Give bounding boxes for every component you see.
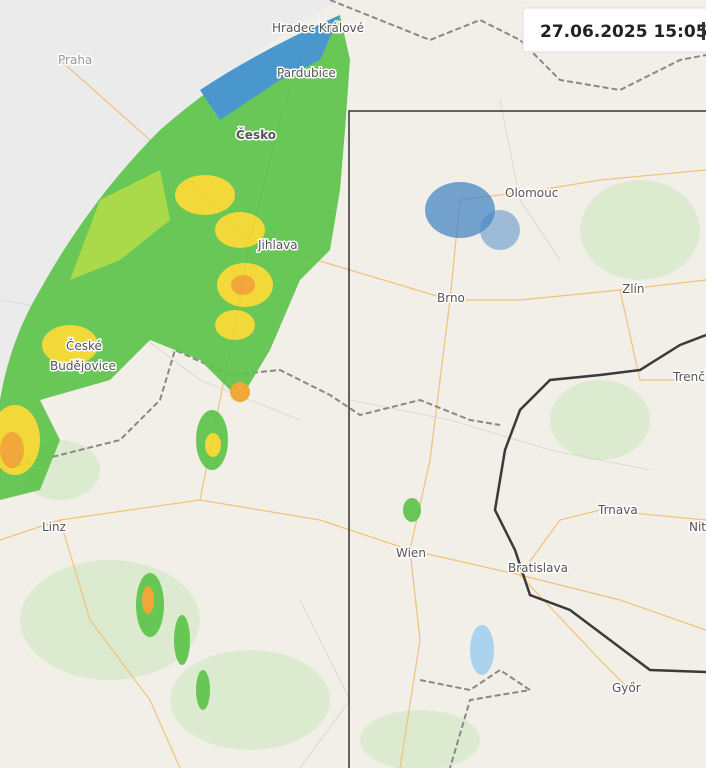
place-label: Wien	[396, 546, 426, 560]
place-label: Linz	[42, 520, 66, 534]
place-label: Budějovice	[50, 359, 116, 373]
place-labels: Hradec Králové Praha Pardubice Česko Olo…	[41, 20, 706, 697]
place-label: Zlín	[622, 282, 645, 296]
place-label: Pardubice	[277, 66, 336, 80]
place-label: Győr	[612, 681, 641, 695]
place-label: Brno	[437, 291, 465, 305]
place-label: Česko	[236, 127, 276, 142]
place-label: Trenč	[672, 370, 705, 384]
place-label: České	[66, 338, 102, 353]
radar-frame	[348, 110, 706, 768]
timestamp: 27.06.2025 15:05	[540, 22, 706, 42]
control-edge	[702, 22, 705, 40]
place-label: Nit	[689, 520, 706, 534]
place-label: Bratislava	[508, 561, 568, 575]
timestamp-box	[522, 7, 706, 53]
place-label: Jihlava	[257, 238, 298, 252]
place-label: Praha	[58, 53, 92, 67]
place-label: Hradec Králové	[272, 21, 364, 35]
radar-echoes	[0, 15, 520, 710]
outside-coverage	[0, 0, 340, 400]
lake	[470, 625, 494, 675]
place-label: Trnava	[597, 503, 638, 517]
place-label: Olomouc	[505, 186, 558, 200]
slovakia-border	[493, 333, 706, 674]
